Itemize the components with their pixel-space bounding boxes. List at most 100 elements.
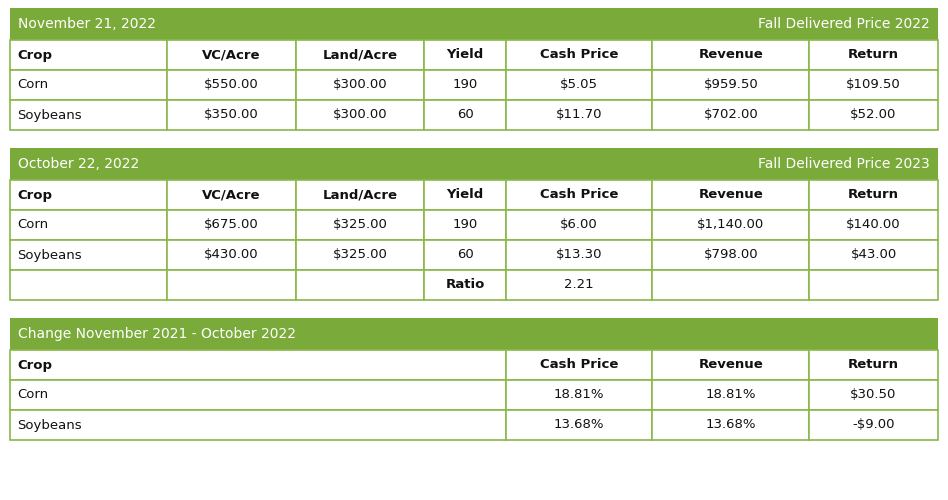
Bar xyxy=(10,180,167,210)
Bar xyxy=(809,100,938,130)
Text: October 22, 2022: October 22, 2022 xyxy=(18,157,139,171)
Text: Soybeans: Soybeans xyxy=(17,248,82,262)
Text: 18.81%: 18.81% xyxy=(554,388,604,402)
Bar xyxy=(505,100,652,130)
Bar xyxy=(505,410,652,440)
Bar xyxy=(296,70,425,100)
Text: Return: Return xyxy=(848,358,899,372)
Bar xyxy=(296,270,425,300)
Text: Soybeans: Soybeans xyxy=(17,418,82,432)
Text: 190: 190 xyxy=(452,78,478,92)
Text: Corn: Corn xyxy=(17,218,48,232)
Bar xyxy=(10,210,167,240)
Text: VC/Acre: VC/Acre xyxy=(202,188,261,202)
Text: Crop: Crop xyxy=(17,188,52,202)
Text: $675.00: $675.00 xyxy=(204,218,259,232)
Text: $300.00: $300.00 xyxy=(333,108,388,122)
Bar xyxy=(10,318,938,350)
Text: $550.00: $550.00 xyxy=(204,78,259,92)
Text: Fall Delivered Price 2023: Fall Delivered Price 2023 xyxy=(758,157,930,171)
Text: 60: 60 xyxy=(457,108,473,122)
Text: Ratio: Ratio xyxy=(446,278,484,291)
Bar xyxy=(10,8,938,40)
Text: $11.70: $11.70 xyxy=(556,108,602,122)
Bar xyxy=(10,100,167,130)
Bar xyxy=(296,100,425,130)
Text: $798.00: $798.00 xyxy=(703,248,758,262)
Bar xyxy=(809,70,938,100)
Bar xyxy=(167,240,296,270)
Text: Land/Acre: Land/Acre xyxy=(322,48,397,62)
Text: Corn: Corn xyxy=(17,388,48,402)
Bar xyxy=(10,240,167,270)
Bar xyxy=(167,180,296,210)
Bar xyxy=(10,70,167,100)
Bar xyxy=(652,350,809,380)
Bar xyxy=(167,100,296,130)
Bar xyxy=(425,40,505,70)
Text: 18.81%: 18.81% xyxy=(705,388,757,402)
Text: $300.00: $300.00 xyxy=(333,78,388,92)
Bar xyxy=(652,40,809,70)
Text: Cash Price: Cash Price xyxy=(540,48,618,62)
Text: $140.00: $140.00 xyxy=(847,218,901,232)
Bar xyxy=(296,40,425,70)
Bar xyxy=(296,210,425,240)
Text: Fall Delivered Price 2022: Fall Delivered Price 2022 xyxy=(758,17,930,31)
Bar xyxy=(505,240,652,270)
Bar xyxy=(809,180,938,210)
Bar xyxy=(809,410,938,440)
Text: Revenue: Revenue xyxy=(699,188,763,202)
Text: 190: 190 xyxy=(452,218,478,232)
Text: $52.00: $52.00 xyxy=(850,108,897,122)
Text: Cash Price: Cash Price xyxy=(540,358,618,372)
Text: Crop: Crop xyxy=(17,358,52,372)
Bar xyxy=(425,240,505,270)
Text: Return: Return xyxy=(848,188,899,202)
Bar xyxy=(809,380,938,410)
Bar xyxy=(425,270,505,300)
Text: $350.00: $350.00 xyxy=(204,108,259,122)
Bar xyxy=(505,70,652,100)
Bar xyxy=(809,210,938,240)
Text: $430.00: $430.00 xyxy=(204,248,259,262)
Text: $325.00: $325.00 xyxy=(333,248,388,262)
Bar xyxy=(167,70,296,100)
Text: $13.30: $13.30 xyxy=(556,248,602,262)
Bar xyxy=(167,40,296,70)
Bar xyxy=(505,210,652,240)
Text: Land/Acre: Land/Acre xyxy=(322,188,397,202)
Bar xyxy=(652,240,809,270)
Bar xyxy=(10,350,505,380)
Bar xyxy=(296,240,425,270)
Text: $702.00: $702.00 xyxy=(703,108,758,122)
Bar xyxy=(505,380,652,410)
Bar xyxy=(167,210,296,240)
Text: Crop: Crop xyxy=(17,48,52,62)
Bar xyxy=(809,350,938,380)
Text: $6.00: $6.00 xyxy=(560,218,598,232)
Text: 13.68%: 13.68% xyxy=(554,418,604,432)
Bar xyxy=(425,210,505,240)
Bar xyxy=(652,100,809,130)
Text: Change November 2021 - October 2022: Change November 2021 - October 2022 xyxy=(18,327,296,341)
Bar xyxy=(425,180,505,210)
Bar xyxy=(652,180,809,210)
Text: $30.50: $30.50 xyxy=(850,388,897,402)
Bar xyxy=(10,270,167,300)
Text: -$9.00: -$9.00 xyxy=(852,418,895,432)
Text: Return: Return xyxy=(848,48,899,62)
Text: 2.21: 2.21 xyxy=(564,278,593,291)
Bar xyxy=(652,70,809,100)
Bar xyxy=(10,380,505,410)
Text: $325.00: $325.00 xyxy=(333,218,388,232)
Text: Revenue: Revenue xyxy=(699,48,763,62)
Text: November 21, 2022: November 21, 2022 xyxy=(18,17,156,31)
Bar xyxy=(652,270,809,300)
Text: Soybeans: Soybeans xyxy=(17,108,82,122)
Bar xyxy=(809,40,938,70)
Text: 13.68%: 13.68% xyxy=(705,418,757,432)
Text: $959.50: $959.50 xyxy=(703,78,758,92)
Bar xyxy=(425,100,505,130)
Bar xyxy=(425,70,505,100)
